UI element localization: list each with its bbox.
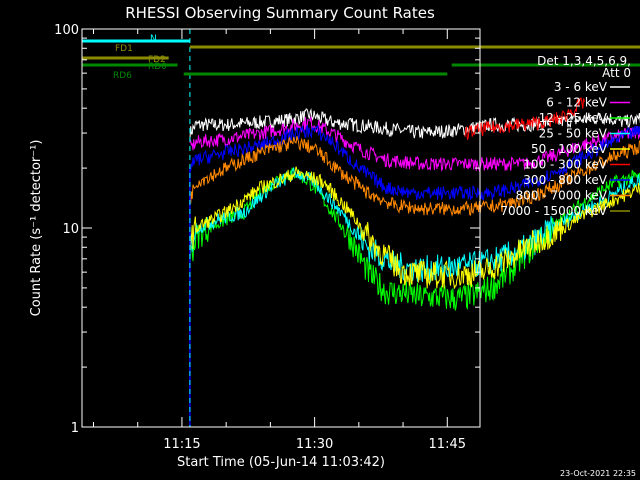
legend: Det 1,3,4,5,6,9, Att 0 3 - 6 keV 6 - 12 k… (500, 54, 631, 218)
x-axis-ticks: 11:15 11:30 11:45 (92, 29, 466, 452)
flag-label-fd1: FD1 (115, 44, 133, 54)
flag-label-fd2: FD2 (148, 55, 166, 65)
x-tick-label: 11:30 (296, 437, 333, 452)
flag-label-rd6: RD6 (113, 71, 132, 81)
vertical-marker-layer (189, 29, 191, 427)
y-tick-label: 10 (62, 222, 79, 237)
legend-label-25-50-kev: 25 - 50 keV (539, 127, 608, 141)
y-axis-label: Count Rate (s⁻¹ detector⁻¹) (29, 140, 44, 317)
footer-date: 23-Oct-2021 22:35 (560, 469, 636, 478)
flag-label-n: N (150, 34, 157, 44)
series-line-3-6-kev (189, 107, 640, 141)
series-line-12-25-kev (189, 167, 640, 311)
legend-label-12-25-kev: 12 - 25 keV (539, 111, 608, 125)
legend-label-800-7000-kev: 800 - 7000 keV (516, 189, 608, 203)
y-tick-label: 1 (71, 421, 79, 436)
x-tick-label: 11:45 (429, 437, 466, 452)
y-tick-label: 100 (54, 23, 79, 38)
legend-label-50-100-kev: 50 - 100 keV (531, 142, 608, 156)
series-line-800-7000-kev (189, 136, 640, 217)
series-line-50-100-kev (189, 166, 640, 289)
series-line-100-300-kev (464, 97, 585, 141)
chart-title: RHESSI Observing Summary Count Rates (125, 4, 435, 22)
x-tick-label: 11:15 (163, 437, 200, 452)
y-axis-ticks: 1 10 100 (54, 23, 480, 436)
legend-label-100-300-kev: 100 - 300 keV (523, 158, 607, 172)
flag-label-rd0: RD0 (148, 62, 167, 72)
legend-label-6-12-kev: 6 - 12 keV (546, 96, 608, 110)
legend-label-3-6-kev: 3 - 6 keV (554, 80, 608, 94)
legend-header-line-2: Att 0 (602, 66, 631, 80)
legend-header-line-1: Det 1,3,4,5,6,9, (537, 54, 631, 68)
legend-label-7000-15000-kev: 7000 - 15000 keV (500, 204, 607, 218)
legend-label-300-800-kev: 300 - 800 keV (523, 173, 607, 187)
x-axis-label: Start Time (05-Jun-14 11:03:42) (177, 455, 385, 470)
